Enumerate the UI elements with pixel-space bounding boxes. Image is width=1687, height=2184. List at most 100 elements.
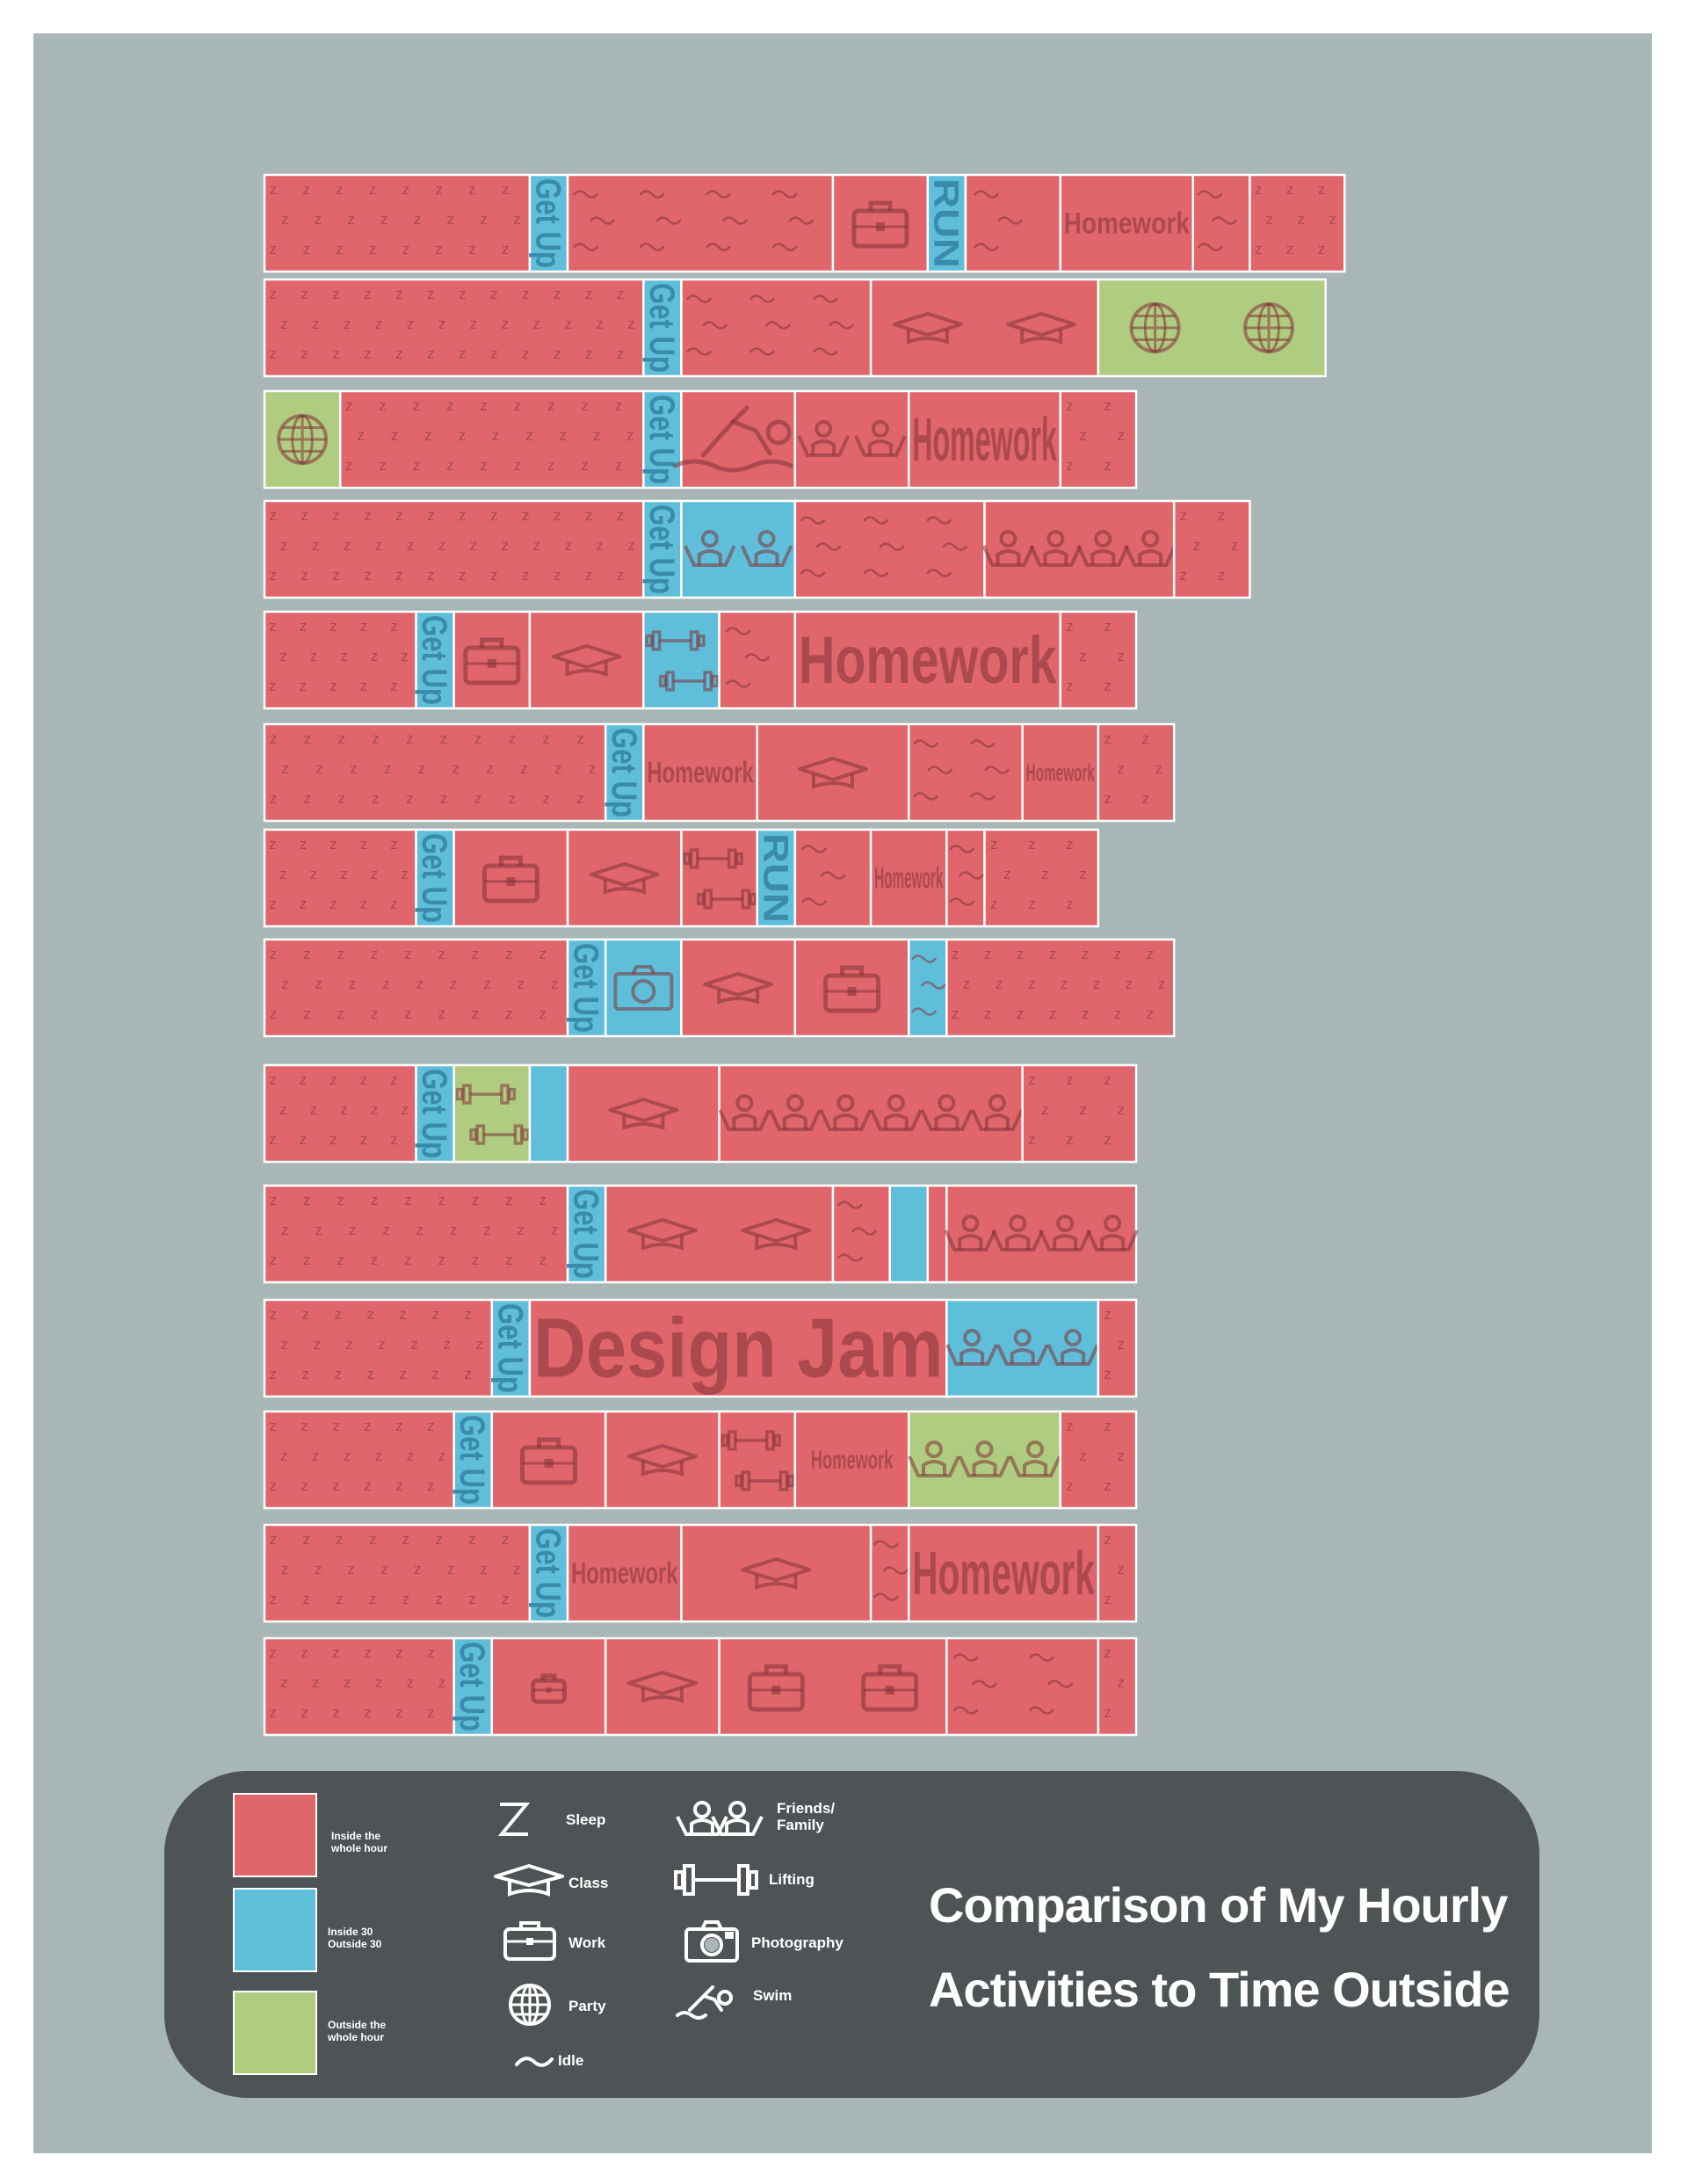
svg-text:z: z [379, 397, 387, 414]
svg-text:z: z [576, 730, 584, 747]
svg-text:z: z [1104, 1366, 1111, 1382]
hour-block-idle [1191, 173, 1251, 273]
svg-text:z: z [364, 1418, 372, 1434]
legend-text-class: Class [568, 1875, 609, 1891]
hour-block-sleep: z zz zz z [1059, 389, 1138, 490]
hour-block-sleep: z z zz z zz z z [983, 828, 1100, 928]
svg-text:z: z [952, 1005, 959, 1022]
svg-text:z: z [522, 345, 530, 362]
svg-text:z: z [371, 1252, 379, 1268]
svg-text:z: z [438, 1192, 445, 1208]
svg-text:z: z [1041, 866, 1049, 882]
svg-text:z: z [300, 836, 308, 853]
svg-text:z: z [431, 1306, 439, 1323]
svg-text:z: z [1093, 976, 1101, 992]
svg-text:z: z [952, 946, 959, 962]
svg-text:z: z [490, 286, 498, 302]
svg-text:z: z [395, 1644, 403, 1661]
svg-text:z: z [480, 1561, 488, 1578]
svg-text:z: z [364, 1704, 372, 1721]
svg-text:z: z [1082, 946, 1090, 962]
svg-text:z: z [554, 567, 561, 584]
svg-text:z: z [585, 286, 593, 302]
svg-text:z: z [1066, 678, 1074, 694]
svg-text:z: z [1114, 946, 1122, 962]
svg-text:z: z [1028, 836, 1036, 853]
hour-block-homework-tall: Homework [908, 389, 1062, 490]
svg-text:z: z [315, 211, 322, 228]
hour-block-homework-small: Homework [642, 722, 758, 823]
hour-block-sleep: z zz zz z [1172, 499, 1251, 599]
svg-text:z: z [438, 1674, 446, 1691]
svg-text:Homework: Homework [799, 623, 1057, 698]
svg-text:z: z [1104, 790, 1111, 807]
svg-text:z: z [375, 537, 383, 554]
svg-text:z: z [525, 427, 533, 444]
hour-block-friends [945, 1298, 1100, 1398]
svg-text:z: z [458, 427, 466, 444]
svg-text:z: z [329, 896, 337, 912]
svg-text:z: z [1041, 1101, 1049, 1118]
svg-text:z: z [404, 1252, 412, 1268]
svg-text:z: z [360, 1131, 368, 1148]
svg-text:z: z [300, 567, 308, 584]
legend-item-lifting: Lifting [672, 1861, 865, 1905]
svg-text:z: z [996, 976, 1003, 992]
svg-text:z: z [440, 790, 448, 807]
sleep-icon [497, 1803, 531, 1836]
svg-text:z: z [360, 896, 368, 912]
svg-text:Get Up: Get Up [642, 395, 681, 484]
svg-text:z: z [1066, 1131, 1074, 1148]
svg-text:z: z [410, 1336, 418, 1353]
svg-text:z: z [407, 1448, 415, 1464]
svg-text:z: z [406, 790, 414, 807]
svg-text:z: z [427, 1704, 435, 1721]
svg-text:z: z [280, 537, 288, 554]
svg-text:z: z [554, 345, 561, 362]
svg-text:z: z [1104, 678, 1111, 694]
svg-text:z: z [279, 866, 287, 882]
hour-block-work-small [490, 1636, 607, 1737]
hour-block-homework-tall: Homework [908, 1523, 1100, 1623]
hour-block-idle [680, 278, 872, 378]
svg-text:z: z [464, 1306, 472, 1323]
hour-block-work [453, 828, 569, 928]
svg-text:z: z [364, 1644, 372, 1661]
svg-text:z: z [505, 946, 513, 962]
svg-text:z: z [310, 1101, 318, 1118]
svg-text:z: z [310, 648, 318, 664]
legend-item-friends: Friends/ Family [674, 1797, 867, 1841]
svg-text:z: z [502, 181, 510, 198]
svg-text:z: z [332, 507, 340, 524]
svg-text:z: z [344, 537, 351, 554]
idle-icon [515, 2057, 554, 2067]
svg-text:z: z [369, 241, 377, 258]
svg-text:z: z [270, 790, 278, 807]
svg-text:z: z [1066, 457, 1074, 474]
svg-text:z: z [459, 567, 467, 584]
svg-text:z: z [302, 241, 310, 258]
svg-text:z: z [300, 1704, 308, 1721]
svg-text:z: z [390, 1131, 398, 1148]
hour-block-sleep: zzz [1097, 1523, 1138, 1623]
svg-text:z: z [593, 427, 601, 444]
svg-text:z: z [395, 1418, 403, 1434]
svg-text:z: z [1028, 1131, 1036, 1148]
hour-block-idle [908, 938, 948, 1038]
svg-text:z: z [395, 286, 403, 302]
svg-text:z: z [617, 567, 625, 584]
svg-text:z: z [1104, 1704, 1111, 1721]
svg-text:z: z [492, 427, 500, 444]
svg-text:z: z [490, 345, 498, 362]
svg-text:z: z [468, 181, 476, 198]
svg-text:z: z [438, 1005, 445, 1022]
svg-text:z: z [401, 1101, 409, 1118]
lifting-icon [674, 1864, 758, 1896]
svg-text:z: z [349, 1222, 357, 1238]
svg-text:z: z [391, 427, 399, 444]
svg-text:z: z [336, 1531, 344, 1548]
svg-text:z: z [1255, 181, 1263, 198]
svg-text:z: z [312, 316, 320, 332]
svg-text:z: z [312, 537, 320, 554]
